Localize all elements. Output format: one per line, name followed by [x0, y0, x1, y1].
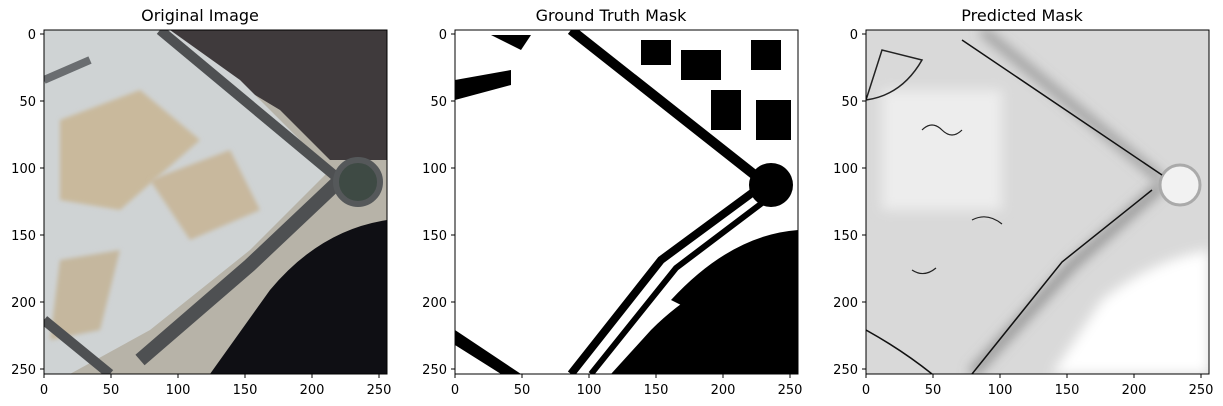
predicted-mask-image — [866, 30, 1209, 374]
original-image-axes: 0 50 100 150 200 250 0 50 100 150 200 25… — [11, 28, 392, 398]
x-tick: 150 — [1055, 383, 1080, 398]
y-axis: 0 50 100 150 200 250 — [422, 28, 455, 378]
panel-title: Ground Truth Mask — [535, 6, 687, 25]
y-tick: 200 — [11, 296, 36, 311]
y-tick: 250 — [11, 363, 36, 378]
y-axis: 0 50 100 150 200 250 — [833, 28, 866, 378]
x-tick: 250 — [1189, 383, 1214, 398]
y-tick: 50 — [19, 95, 36, 110]
x-tick: 100 — [988, 383, 1013, 398]
y-tick: 100 — [422, 162, 447, 177]
x-tick: 250 — [367, 383, 392, 398]
y-tick: 200 — [833, 296, 858, 311]
panel-title: Predicted Mask — [961, 6, 1083, 25]
x-tick: 200 — [1122, 383, 1147, 398]
y-axis: 0 50 100 150 200 250 — [11, 28, 44, 378]
x-axis: 0 50 100 150 200 250 — [451, 374, 803, 398]
y-tick: 150 — [11, 229, 36, 244]
x-tick: 250 — [778, 383, 803, 398]
x-tick: 100 — [577, 383, 602, 398]
ground-truth-mask-image — [455, 30, 798, 374]
panel-original-image: Original Image 0 — [0, 0, 400, 406]
x-tick: 150 — [233, 383, 258, 398]
predicted-mask-axes: 0 50 100 150 200 250 0 50 100 150 200 25… — [833, 28, 1214, 398]
x-axis: 0 50 100 150 200 250 — [862, 374, 1214, 398]
y-tick: 150 — [422, 229, 447, 244]
ground-truth-axes: 0 50 100 150 200 250 0 50 100 150 200 25… — [422, 28, 803, 398]
x-tick: 50 — [514, 383, 531, 398]
x-tick: 150 — [644, 383, 669, 398]
x-tick: 0 — [40, 383, 48, 398]
y-tick: 0 — [28, 28, 36, 43]
y-tick: 0 — [850, 28, 858, 43]
panel-title: Original Image — [141, 6, 259, 25]
y-tick: 200 — [422, 296, 447, 311]
y-tick: 250 — [833, 363, 858, 378]
y-tick: 100 — [11, 162, 36, 177]
x-axis: 0 50 100 150 200 250 — [40, 374, 392, 398]
panel-predicted-mask: Predicted Mask 0 50 100 — [822, 0, 1222, 406]
panel-ground-truth-mask: Ground Truth Mask 0 — [411, 0, 811, 406]
y-tick: 250 — [422, 363, 447, 378]
y-tick: 100 — [833, 162, 858, 177]
x-tick: 0 — [862, 383, 870, 398]
x-tick: 0 — [451, 383, 459, 398]
x-tick: 200 — [300, 383, 325, 398]
x-tick: 50 — [103, 383, 120, 398]
x-tick: 200 — [711, 383, 736, 398]
y-tick: 50 — [841, 95, 858, 110]
y-tick: 0 — [439, 28, 447, 43]
satellite-image — [44, 30, 387, 374]
y-tick: 50 — [430, 95, 447, 110]
x-tick: 50 — [925, 383, 942, 398]
x-tick: 100 — [166, 383, 191, 398]
y-tick: 150 — [833, 229, 858, 244]
